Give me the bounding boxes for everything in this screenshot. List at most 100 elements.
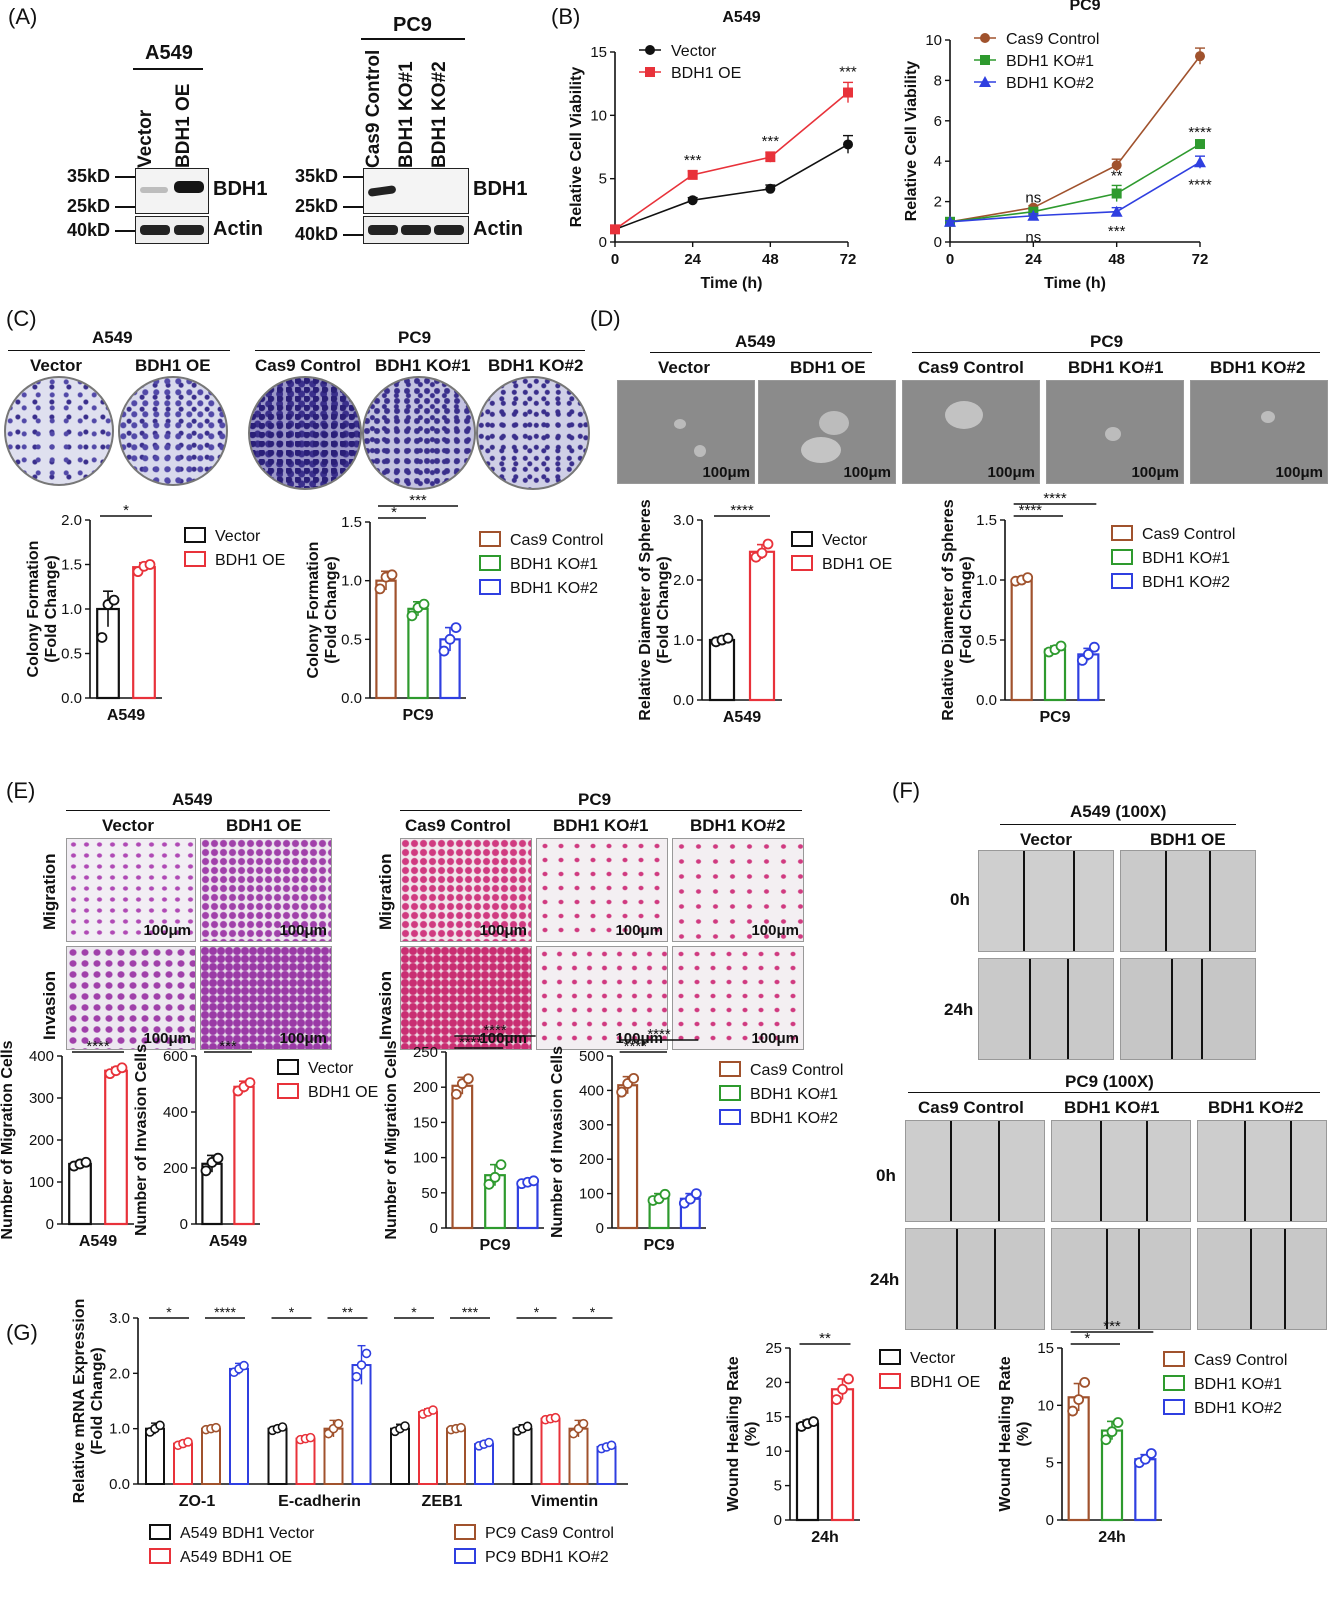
- significance-label: *: [289, 1304, 295, 1320]
- data-point: [606, 1440, 617, 1451]
- data-point: [1088, 641, 1100, 653]
- sphere-image: 100μm: [1190, 380, 1328, 484]
- lane-label: BDH1 KO#1: [1068, 358, 1164, 377]
- data-point: [687, 195, 698, 206]
- significance-label: ****: [1188, 124, 1212, 141]
- y-tick-label: 0: [46, 1216, 54, 1233]
- row-label: 0h: [950, 890, 970, 909]
- legend-marker: [980, 33, 990, 43]
- legend-swatch: [454, 1548, 476, 1564]
- colony-plate: [4, 376, 114, 486]
- data-point: [1195, 139, 1205, 150]
- significance-label: *: [123, 502, 129, 519]
- lane-label: Cas9 Control: [255, 356, 361, 375]
- y-tick-label: 1.0: [61, 601, 82, 618]
- lane-label: BDH1 KO#2: [488, 356, 584, 375]
- y-tick-label: 15: [1037, 1340, 1054, 1357]
- y-tick-label: 10: [1037, 1397, 1054, 1414]
- lane-label: Cas9 Control: [918, 358, 1024, 377]
- significance-label: **: [342, 1304, 353, 1320]
- data-point: [528, 1175, 540, 1187]
- lane-label: BDH1 KO#1: [375, 356, 471, 375]
- legend-marker: [979, 76, 991, 87]
- lane-label: Vector: [1020, 830, 1072, 849]
- legend-label: Vector: [910, 1350, 956, 1367]
- group-title: PC9 (100X): [1065, 1072, 1154, 1091]
- data-point: [386, 569, 398, 581]
- significance-label: ns: [1025, 229, 1041, 246]
- y-axis-label: (%): [1015, 1422, 1032, 1447]
- legend-swatch: [791, 531, 813, 547]
- y-tick-label: 500: [579, 1048, 604, 1065]
- data-point: [1112, 1417, 1124, 1428]
- y-tick-label: 100: [413, 1150, 438, 1167]
- y-tick-label: 10: [765, 1443, 782, 1460]
- legend-label: BDH1 OE: [671, 65, 741, 82]
- y-tick-label: 1.0: [976, 572, 997, 589]
- data-point: [305, 1432, 316, 1443]
- significance-label: ****: [624, 1038, 648, 1055]
- x-axis-label: Time (h): [701, 275, 763, 292]
- y-tick-label: 0: [774, 1512, 782, 1529]
- significance-label: ***: [219, 1038, 237, 1055]
- significance-label: *: [411, 1304, 417, 1320]
- data-point: [944, 215, 956, 227]
- legend-label: BDH1 OE: [308, 1084, 378, 1101]
- significance-label: ****: [730, 502, 754, 519]
- panel-label-c: (C): [6, 306, 37, 331]
- row-label: 24h: [944, 1000, 974, 1019]
- wound-image: [1051, 1228, 1191, 1330]
- legend-swatch: [1163, 1351, 1185, 1367]
- y-tick-label: 2.0: [61, 512, 82, 529]
- legend-label: BDH1 KO#1: [1006, 53, 1094, 70]
- y-tick-label: 3.0: [109, 1310, 130, 1327]
- y-tick-label: 200: [29, 1132, 54, 1149]
- y-tick-label: 10: [925, 32, 942, 49]
- significance-label: *: [166, 1304, 172, 1320]
- y-tick-label: 20: [765, 1374, 782, 1391]
- legend-marker: [645, 45, 655, 55]
- y-tick-label: 8: [934, 72, 942, 89]
- data-point: [722, 632, 734, 644]
- panel-label-a: (A): [8, 4, 38, 29]
- data-point: [1022, 572, 1034, 583]
- significance-label: *: [391, 504, 397, 521]
- y-axis-label: Number of Migration Cells: [383, 1040, 400, 1239]
- significance-label: ***: [1108, 223, 1126, 240]
- legend-label: BDH1 OE: [910, 1374, 980, 1391]
- series-line: [614, 91, 849, 230]
- data-point: [1195, 51, 1205, 62]
- significance-label: *: [534, 1304, 540, 1320]
- data-point: [155, 1420, 165, 1431]
- legend-swatch: [1111, 549, 1133, 565]
- panel-label-d: (D): [590, 306, 621, 331]
- transwell-image: 100μm: [536, 838, 668, 942]
- legend-label: BDH1 KO#1: [750, 1086, 838, 1103]
- data-point: [356, 1360, 367, 1370]
- data-point: [374, 583, 386, 595]
- legend-label: BDH1 OE: [822, 556, 892, 573]
- data-point: [687, 169, 698, 180]
- data-point: [438, 645, 450, 657]
- data-point: [428, 1405, 438, 1415]
- legend-label: BDH1 KO#1: [1142, 550, 1230, 567]
- y-axis-label: Colony Formation: [305, 542, 322, 679]
- significance-label: *: [1084, 1330, 1090, 1347]
- data-point: [277, 1422, 288, 1432]
- blot-title-pc9: PC9: [393, 14, 432, 36]
- legend-label: Cas9 Control: [510, 532, 603, 549]
- legend-label: BDH1 KO#2: [750, 1110, 838, 1127]
- data-point: [616, 1086, 628, 1098]
- significance-label: ***: [684, 152, 702, 169]
- marker-label: 40kD: [295, 224, 339, 244]
- colony-plate: [362, 376, 476, 490]
- data-point: [1082, 649, 1094, 660]
- legend-label: BDH1 KO#1: [1194, 1376, 1282, 1393]
- y-tick-label: 400: [29, 1048, 54, 1065]
- y-axis-label: Relative Diameter of Spheres: [940, 499, 957, 721]
- transwell-image: 100μm: [200, 946, 332, 1050]
- significance-label: ns: [1025, 190, 1041, 207]
- y-tick-label: 5: [599, 171, 607, 188]
